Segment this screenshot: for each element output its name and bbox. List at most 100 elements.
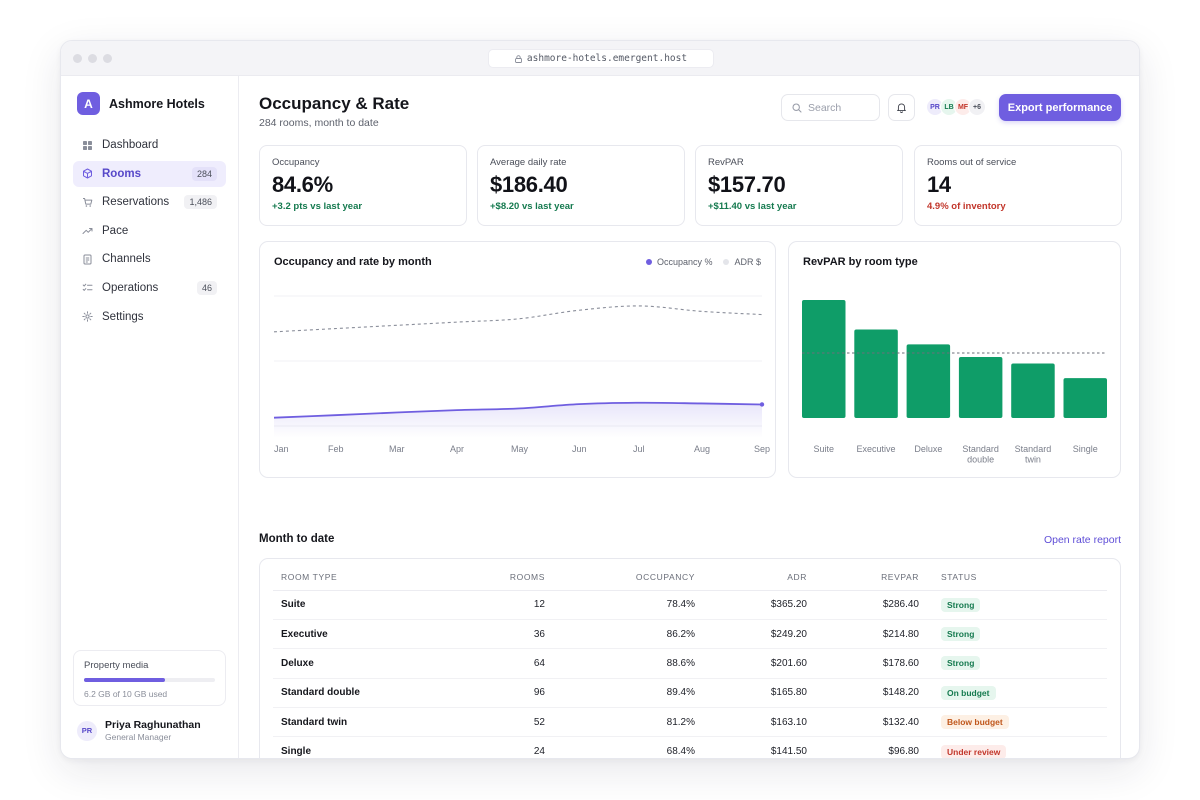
revpar-chart-card: RevPAR by room type Suite Executive Deluxe… bbox=[788, 241, 1121, 478]
sidebar-item-operations[interactable]: Operations 46 bbox=[73, 275, 226, 301]
table-cell: 24 bbox=[533, 746, 545, 758]
window-close-dot[interactable] bbox=[73, 54, 82, 63]
x-tick-label: Single bbox=[1073, 444, 1098, 454]
notifications-button[interactable] bbox=[888, 94, 915, 121]
legend-adr[interactable]: ADR $ bbox=[723, 257, 761, 267]
sidebar-item-count: 284 bbox=[191, 166, 217, 181]
page-title: Occupancy & Rate bbox=[259, 94, 410, 113]
table-row[interactable]: Standard double 96 89.4% $165.80 $148.20 On b… bbox=[273, 678, 1107, 709]
table-cell: $96.80 bbox=[888, 746, 919, 758]
column-header[interactable]: ADR bbox=[703, 565, 815, 591]
table-cell: $214.80 bbox=[815, 619, 927, 650]
brand[interactable]: A Ashmore Hotels bbox=[77, 92, 205, 115]
sidebar-item-label: Pace bbox=[102, 224, 129, 237]
sidebar-item-count: 46 bbox=[196, 280, 217, 295]
x-tick-label: Aug bbox=[694, 444, 710, 454]
column-header[interactable]: OCCUPANCY bbox=[553, 565, 703, 591]
table-cell: $178.60 bbox=[815, 648, 927, 679]
x-tick-label: Jul bbox=[633, 444, 645, 454]
bar-executive[interactable] bbox=[854, 329, 898, 419]
sidebar: A Ashmore Hotels Dashboard Rooms 284 Reserv… bbox=[61, 76, 239, 758]
line-chart-title: Occupancy and rate by month bbox=[274, 256, 432, 268]
legend-adr-swatch bbox=[723, 259, 730, 265]
x-tick-label: Suite bbox=[813, 444, 834, 454]
sidebar-item-channels[interactable]: Channels bbox=[73, 246, 226, 272]
table-cell: 68.4% bbox=[666, 746, 695, 758]
open-rate-report-link[interactable]: Open rate report bbox=[1043, 534, 1121, 546]
kpi-label: Rooms out of service bbox=[927, 157, 1017, 168]
kpi-value: 14 bbox=[927, 172, 951, 197]
table-row[interactable]: Standard twin 52 81.2% $163.10 $132.40 Below … bbox=[273, 707, 1107, 738]
sidebar-item-rooms[interactable]: Rooms 284 bbox=[73, 160, 226, 187]
sidebar-item-reservations[interactable]: Reservations 1,486 bbox=[73, 189, 226, 215]
table-header-row: ROOM TYPE ROOMS OCCUPANCY ADR REVPAR STATUS bbox=[273, 565, 1107, 591]
x-tick-label: Deluxe bbox=[914, 444, 942, 454]
bar-suite[interactable] bbox=[802, 300, 846, 418]
occupancy-rate-chart-card: Occupancy and rate by month Occupancy % … bbox=[259, 241, 776, 478]
export-performance-button[interactable]: Export performance bbox=[999, 94, 1121, 121]
storage-card: Property media 6.2 GB of 10 GB used bbox=[73, 650, 226, 706]
table-row[interactable]: Executive 36 86.2% $249.20 $214.80 Strong bbox=[273, 619, 1107, 650]
revpar-bar-chart: Suite Executive Deluxe StandarddoubleStanda… bbox=[802, 300, 1108, 465]
table-cell: 64 bbox=[473, 648, 553, 679]
table-row[interactable]: Suite 12 78.4% $365.20 $286.40 Strong bbox=[273, 590, 1107, 620]
kpi-label: Occupancy bbox=[272, 157, 320, 168]
brand-name: Ashmore Hotels bbox=[109, 96, 205, 111]
user-profile[interactable]: PR Priya Raghunathan General Manager bbox=[77, 719, 201, 742]
kpi-value: 84.6% bbox=[272, 172, 333, 197]
bar-chart-title: RevPAR by room type bbox=[803, 256, 918, 268]
brand-logo: A bbox=[77, 92, 100, 115]
window-maximize-dot[interactable] bbox=[103, 54, 112, 63]
search-input[interactable]: Search bbox=[781, 94, 880, 121]
legend-occupancy[interactable]: Occupancy % bbox=[645, 257, 712, 267]
table-section-title: Month to date bbox=[259, 533, 335, 545]
x-tick-label: Jan bbox=[274, 444, 289, 454]
month-to-date-table: ROOM TYPE ROOMS OCCUPANCY ADR REVPAR STATUS S… bbox=[273, 565, 1107, 758]
status-badge: Strong bbox=[941, 597, 981, 612]
occupancy-series-line bbox=[273, 401, 763, 419]
bar-deluxe[interactable] bbox=[906, 344, 951, 418]
table-cell: $365.20 bbox=[703, 590, 815, 620]
kpi-label: Average daily rate bbox=[490, 157, 567, 168]
address-bar[interactable]: ashmore-hotels.emergent.host bbox=[488, 49, 714, 68]
table-cell: $249.20 bbox=[703, 619, 815, 650]
table-cell: $286.40 bbox=[815, 590, 927, 620]
table-cell: Single bbox=[281, 746, 312, 758]
document-icon bbox=[82, 254, 93, 265]
sidebar-item-label: Channels bbox=[102, 253, 151, 266]
sidebar-item-label: Dashboard bbox=[102, 139, 159, 151]
window-minimize-dot[interactable] bbox=[88, 54, 97, 63]
line-chart-legend: Occupancy % ADR $ bbox=[645, 257, 761, 267]
column-header[interactable]: REVPAR bbox=[815, 565, 927, 591]
table-row[interactable]: Deluxe 64 88.6% $201.60 $178.60 Strong bbox=[273, 648, 1107, 679]
x-tick-label: twin bbox=[1025, 455, 1041, 465]
sidebar-item-pace[interactable]: Pace bbox=[73, 218, 226, 244]
occupancy-last-point[interactable] bbox=[759, 402, 765, 407]
status-badge: Below budget bbox=[941, 715, 1009, 730]
team-avatars[interactable]: PR LB MF +6 bbox=[926, 98, 986, 116]
table-row[interactable]: Single 24 68.4% $141.50 $96.80 Under review bbox=[273, 737, 1107, 758]
table-cell: Standard twin bbox=[273, 707, 473, 738]
sidebar-item-settings[interactable]: Settings bbox=[73, 304, 226, 330]
bar-standard-double[interactable] bbox=[958, 356, 1003, 418]
storage-label: Property media bbox=[84, 660, 149, 671]
x-tick-label: double bbox=[967, 455, 994, 465]
column-header[interactable]: ROOMS bbox=[473, 565, 553, 591]
url-text: ashmore-hotels.emergent.host bbox=[526, 53, 688, 64]
page-subtitle: 284 rooms, month to date bbox=[259, 117, 379, 129]
column-header[interactable]: STATUS bbox=[927, 565, 1107, 591]
kpi-delta: +$8.20 vs last year bbox=[490, 201, 574, 212]
bar-single[interactable] bbox=[1063, 378, 1108, 418]
sidebar-item-dashboard[interactable]: Dashboard bbox=[73, 132, 226, 158]
kpi-delta: +3.2 pts vs last year bbox=[272, 201, 363, 212]
cube-icon bbox=[82, 168, 93, 179]
sidebar-item-label: Reservations bbox=[102, 196, 170, 209]
column-header[interactable]: ROOM TYPE bbox=[273, 565, 473, 591]
table-cell: 96 bbox=[473, 678, 553, 709]
table-cell: $163.10 bbox=[703, 707, 815, 738]
sidebar-nav: Dashboard Rooms 284 Reservations 1,486 Pace Ch… bbox=[73, 132, 226, 332]
table-cell: Standard double bbox=[273, 678, 473, 709]
month-to-date-table-card: ROOM TYPE ROOMS OCCUPANCY ADR REVPAR STATUS S… bbox=[259, 558, 1121, 758]
bar-standard-twin[interactable] bbox=[1011, 363, 1055, 418]
lock-icon bbox=[514, 54, 522, 63]
